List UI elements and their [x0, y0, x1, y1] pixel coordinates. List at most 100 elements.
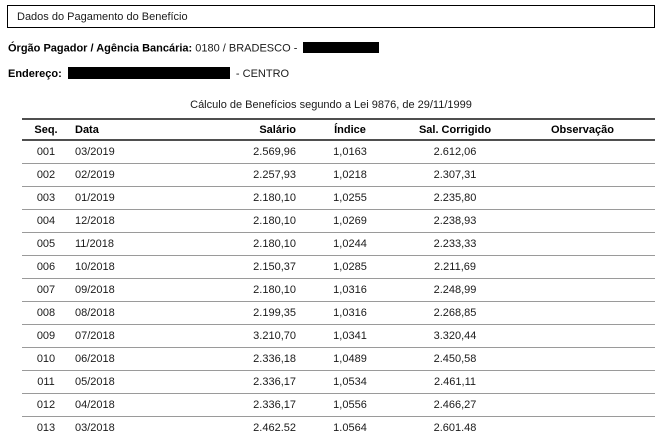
cell-indice: 1,0269 — [300, 209, 400, 233]
cell-seq: 012 — [22, 393, 70, 417]
cell-data: 02/2019 — [70, 163, 165, 187]
address-label: Endereço: — [8, 67, 62, 80]
cell-obs — [510, 209, 655, 233]
section-title-box: Dados do Pagamento do Benefício — [7, 5, 655, 28]
table-header: Seq. Data Salário Índice Sal. Corrigido … — [22, 118, 655, 141]
cell-seq: 013 — [22, 416, 70, 438]
cell-corrigido: 2.211,69 — [400, 255, 510, 279]
paying-agency-label: Órgão Pagador / Agência Bancária: — [8, 42, 193, 55]
cell-seq: 009 — [22, 324, 70, 348]
cell-indice: 1,0285 — [300, 255, 400, 279]
cell-seq: 011 — [22, 370, 70, 394]
cell-obs — [510, 278, 655, 302]
table-row: 011 05/2018 2.336,17 1,0534 2.461,11 — [22, 370, 655, 394]
calculation-caption: Cálculo de Benefícios segundo a Lei 9876… — [190, 99, 472, 111]
cell-data: 06/2018 — [70, 347, 165, 371]
column-header-salario: Salário — [165, 118, 300, 141]
cell-seq: 002 — [22, 163, 70, 187]
address-suffix: - CENTRO — [235, 67, 290, 80]
cell-indice: 1,0255 — [300, 186, 400, 210]
cell-salario: 2.569,96 — [165, 140, 300, 164]
cell-seq: 010 — [22, 347, 70, 371]
column-header-data: Data — [70, 118, 165, 141]
paying-agency-value: 0180 / BRADESCO - — [195, 42, 298, 55]
cell-corrigido: 2.307,31 — [400, 163, 510, 187]
column-header-indice: Índice — [300, 118, 400, 141]
table-row: 007 09/2018 2.180,10 1,0316 2.248,99 — [22, 278, 655, 302]
cell-obs — [510, 140, 655, 164]
cell-seq: 001 — [22, 140, 70, 164]
table-row: 012 04/2018 2.336,17 1,0556 2.466,27 — [22, 393, 655, 417]
cell-corrigido: 2.268,85 — [400, 301, 510, 325]
cell-salario: 3.210,70 — [165, 324, 300, 348]
cell-corrigido: 2.238,93 — [400, 209, 510, 233]
table-row: 006 10/2018 2.150,37 1,0285 2.211,69 — [22, 255, 655, 279]
benefits-table: Seq. Data Salário Índice Sal. Corrigido … — [22, 118, 655, 438]
table-row: 013 03/2018 2.462.52 1.0564 2.601.48 — [22, 416, 655, 438]
cell-obs — [510, 347, 655, 371]
cell-indice: 1,0316 — [300, 278, 400, 302]
cell-corrigido: 2.233,33 — [400, 232, 510, 256]
table-row: 002 02/2019 2.257,93 1,0218 2.307,31 — [22, 163, 655, 187]
table-row: 005 11/2018 2.180,10 1,0244 2.233,33 — [22, 232, 655, 256]
cell-obs — [510, 186, 655, 210]
cell-seq: 003 — [22, 186, 70, 210]
cell-data: 09/2018 — [70, 278, 165, 302]
column-header-seq: Seq. — [22, 118, 70, 141]
cell-corrigido: 2.450,58 — [400, 347, 510, 371]
cell-data: 08/2018 — [70, 301, 165, 325]
column-header-obs: Observação — [510, 118, 655, 141]
cell-indice: 1,0218 — [300, 163, 400, 187]
table-row: 003 01/2019 2.180,10 1,0255 2.235,80 — [22, 186, 655, 210]
redacted-address-box — [67, 67, 230, 79]
cell-salario: 2.257,93 — [165, 163, 300, 187]
cell-salario: 2.336,17 — [165, 393, 300, 417]
cell-data: 11/2018 — [70, 232, 165, 256]
cell-indice: 1,0244 — [300, 232, 400, 256]
table-row: 004 12/2018 2.180,10 1,0269 2.238,93 — [22, 209, 655, 233]
cell-salario: 2.180,10 — [165, 209, 300, 233]
cell-corrigido: 2.248,99 — [400, 278, 510, 302]
cell-salario: 2.180,10 — [165, 278, 300, 302]
cell-corrigido: 3.320,44 — [400, 324, 510, 348]
cell-obs — [510, 416, 655, 438]
cell-salario: 2.336,18 — [165, 347, 300, 371]
cell-indice: 1.0564 — [300, 416, 400, 438]
cell-data: 10/2018 — [70, 255, 165, 279]
cell-obs — [510, 324, 655, 348]
cell-seq: 007 — [22, 278, 70, 302]
cell-data: 05/2018 — [70, 370, 165, 394]
cell-corrigido: 2.461,11 — [400, 370, 510, 394]
cell-data: 04/2018 — [70, 393, 165, 417]
cell-obs — [510, 301, 655, 325]
address-line: Endereço: - CENTRO — [8, 67, 662, 81]
table-header-row: Seq. Data Salário Índice Sal. Corrigido … — [22, 118, 655, 141]
redacted-agency-box — [303, 42, 380, 53]
cell-salario: 2.336,17 — [165, 370, 300, 394]
cell-salario: 2.150,37 — [165, 255, 300, 279]
cell-obs — [510, 255, 655, 279]
cell-indice: 1,0534 — [300, 370, 400, 394]
table-row: 008 08/2018 2.199,35 1,0316 2.268,85 — [22, 301, 655, 325]
cell-corrigido: 2.235,80 — [400, 186, 510, 210]
table-row: 009 07/2018 3.210,70 1,0341 3.320,44 — [22, 324, 655, 348]
paying-agency-line: Órgão Pagador / Agência Bancária: 0180 /… — [8, 42, 662, 55]
cell-obs — [510, 232, 655, 256]
cell-data: 01/2019 — [70, 186, 165, 210]
cell-seq: 005 — [22, 232, 70, 256]
cell-data: 07/2018 — [70, 324, 165, 348]
cell-seq: 004 — [22, 209, 70, 233]
cell-indice: 1,0163 — [300, 140, 400, 164]
cell-obs — [510, 393, 655, 417]
cell-obs — [510, 163, 655, 187]
section-title: Dados do Pagamento do Benefício — [17, 10, 188, 23]
cell-data: 03/2019 — [70, 140, 165, 164]
cell-salario: 2.199,35 — [165, 301, 300, 325]
cell-obs — [510, 370, 655, 394]
cell-corrigido: 2.612,06 — [400, 140, 510, 164]
cell-indice: 1,0316 — [300, 301, 400, 325]
cell-data: 03/2018 — [70, 416, 165, 438]
cell-salario: 2.462.52 — [165, 416, 300, 438]
cell-seq: 006 — [22, 255, 70, 279]
column-header-corrigido: Sal. Corrigido — [400, 118, 510, 141]
